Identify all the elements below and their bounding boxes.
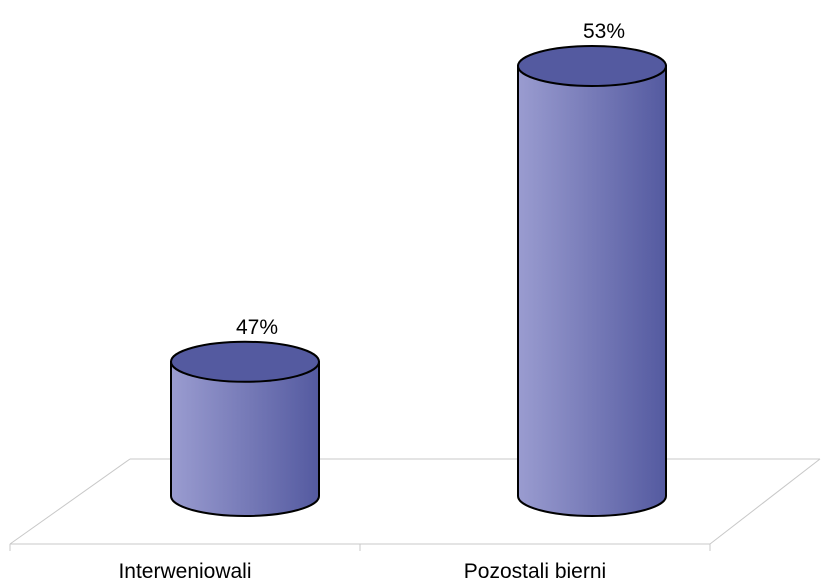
bar-2 (517, 45, 667, 517)
bar-body (517, 65, 667, 517)
data-label: 53% (583, 20, 625, 43)
bar-1 (170, 340, 320, 517)
x-tick-label: Interweniowali (118, 560, 251, 581)
floor-left-edge (9, 458, 131, 545)
data-labels: 47% 53% (236, 20, 625, 339)
chart-floor (9, 458, 821, 551)
floor-right-edge (709, 458, 821, 545)
data-label: 47% (236, 316, 278, 339)
bar-series (170, 45, 667, 517)
bar-body (170, 360, 320, 517)
bar-top (170, 340, 320, 383)
category-axis: Interweniowali Pozostali bierni (118, 560, 606, 581)
x-tick-label: Pozostali bierni (464, 560, 606, 581)
bar-top (517, 45, 667, 87)
